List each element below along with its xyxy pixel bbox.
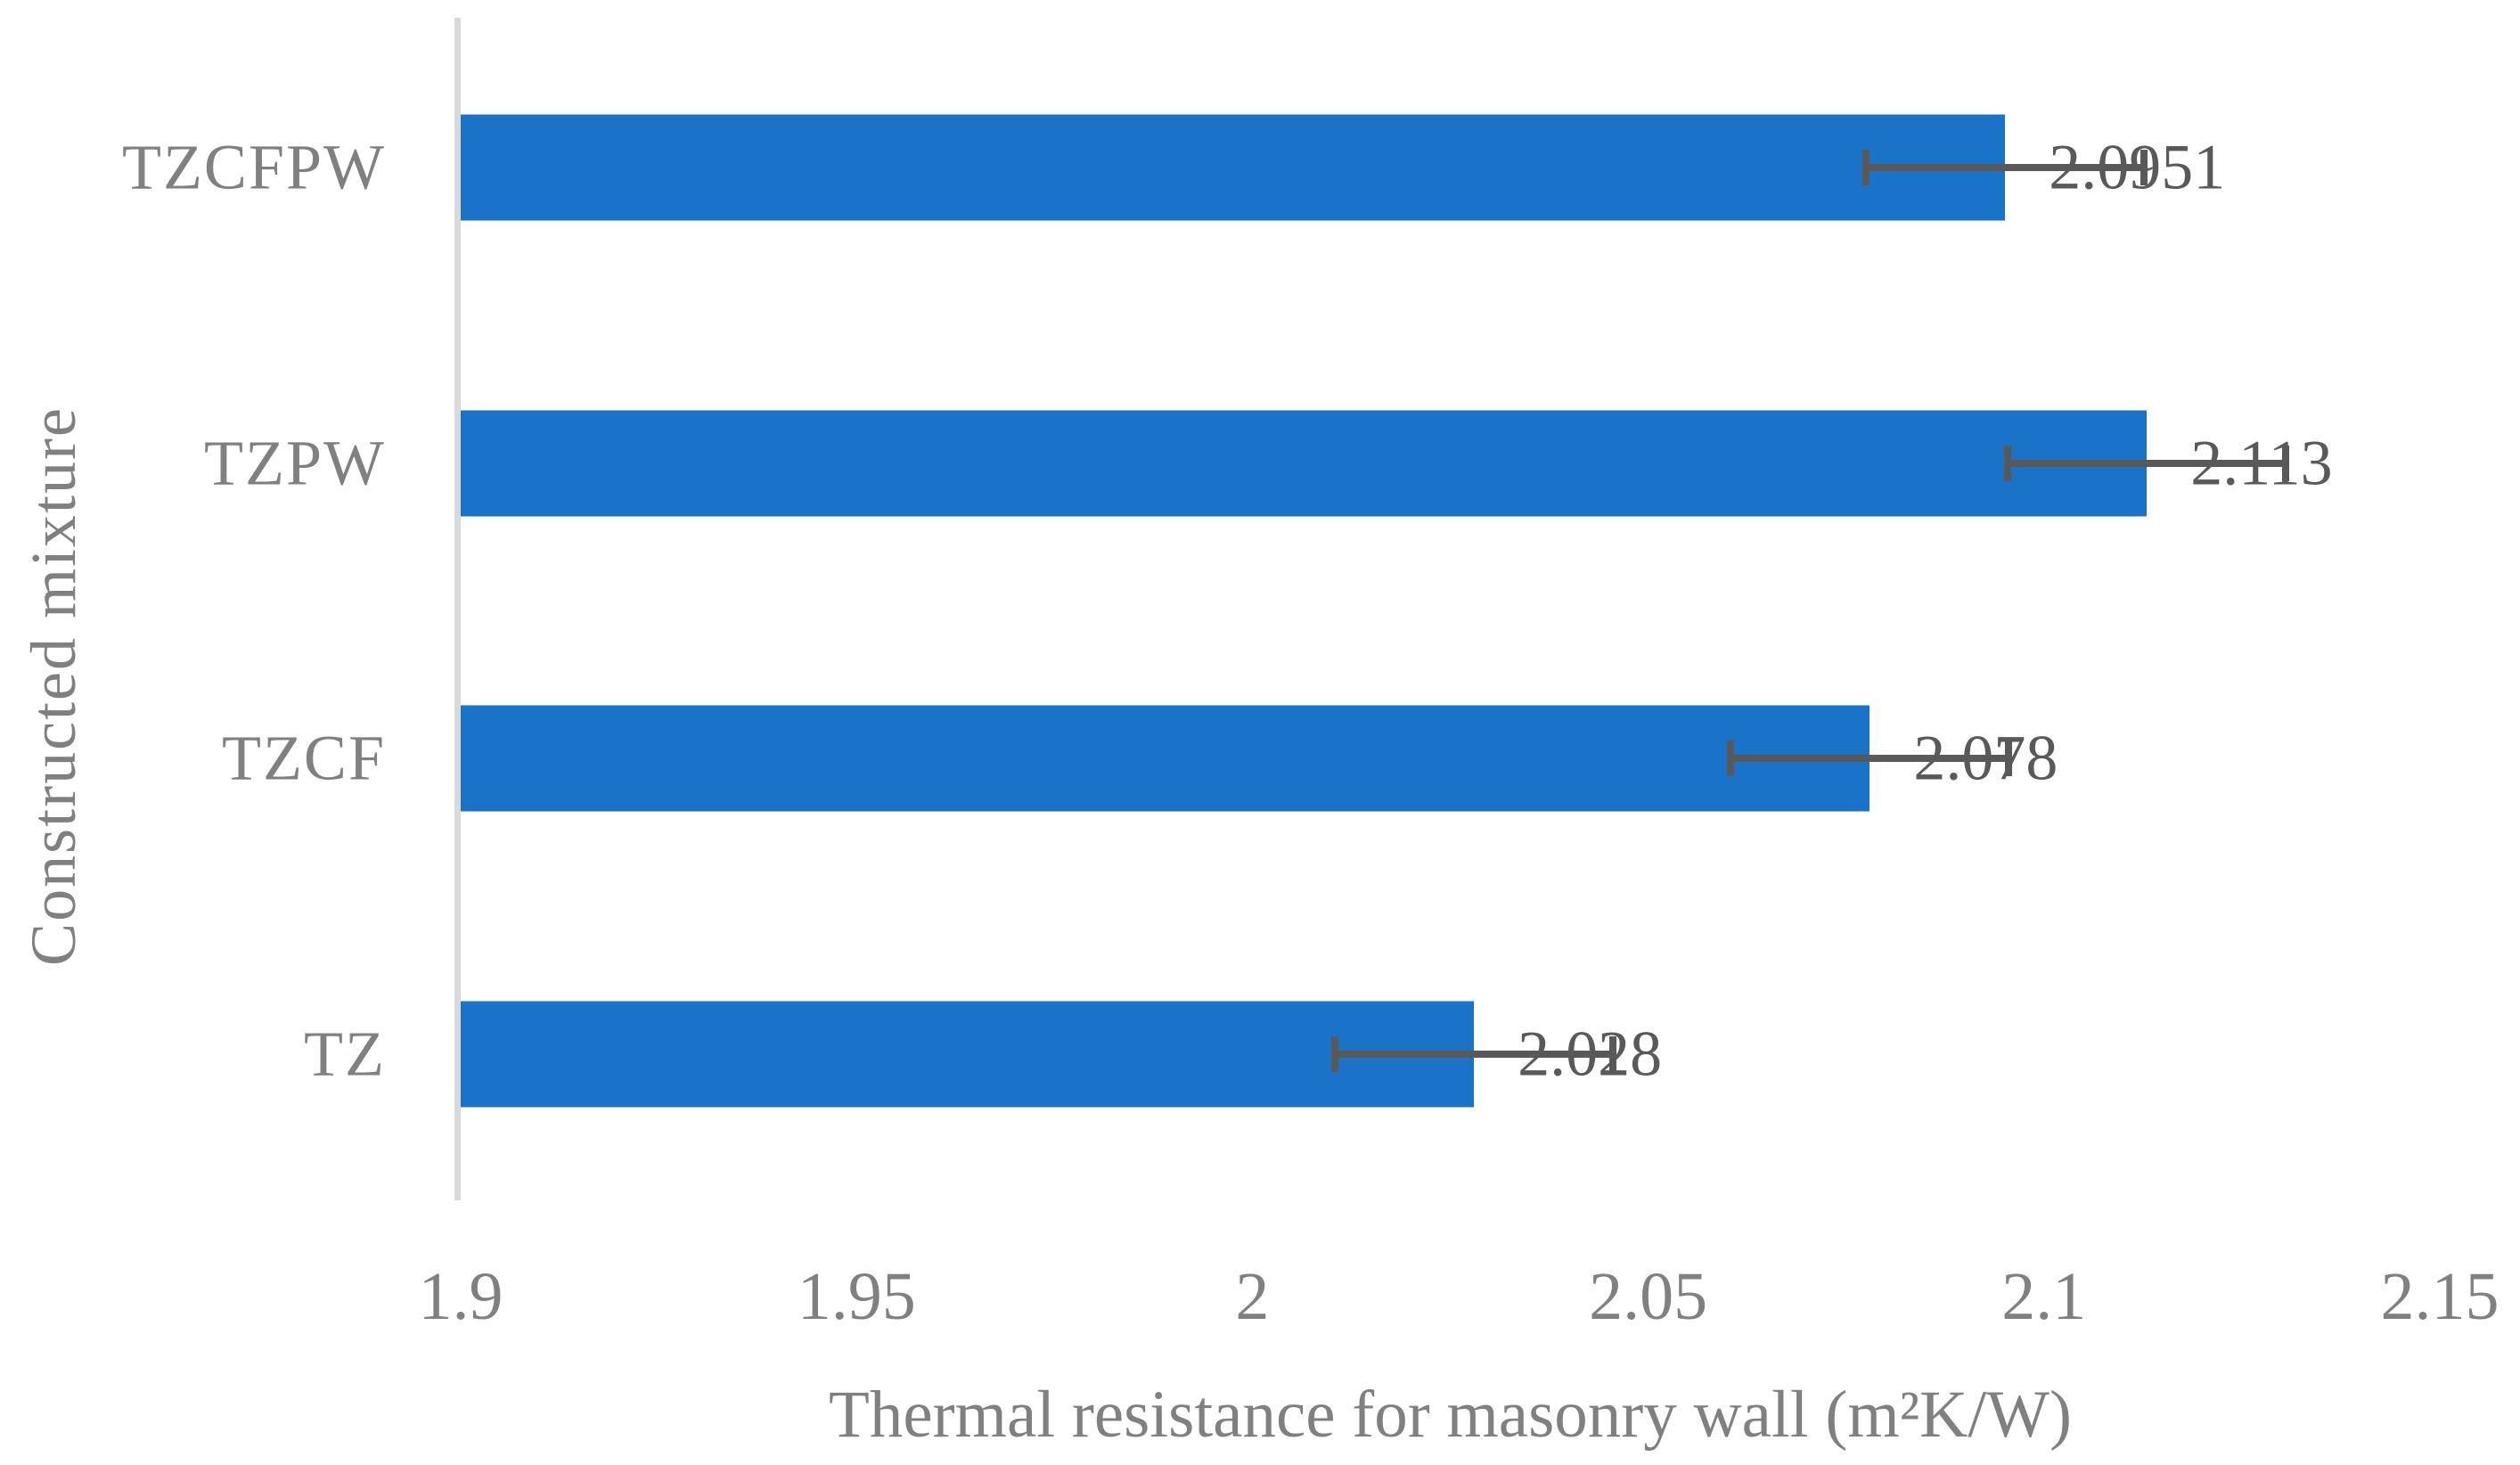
x-tick-label: 2.15 [2380, 1259, 2500, 1334]
error-line [1862, 163, 2148, 171]
x-axis-ticks: 1.9 1.95 2 2.05 2.1 2.15 [419, 1252, 2500, 1341]
error-cap-right [2140, 149, 2148, 185]
category-label: TZPW [204, 427, 386, 499]
x-tick-label: 2.1 [2001, 1259, 2087, 1334]
bar [461, 410, 2148, 517]
category-label: TZCF [221, 722, 386, 794]
bar-row: TZCF 2.078 [222, 611, 2440, 907]
category-label: TZ [304, 1018, 386, 1090]
error-cap-right [2282, 445, 2290, 481]
error-line [1331, 1051, 1617, 1059]
error-cap-left [1727, 741, 1735, 777]
category-label: TZCFPW [121, 131, 386, 203]
error-cap-left [2004, 445, 2012, 481]
bar-row: TZCFPW 2.0951 [122, 20, 2440, 315]
plot-area: TZCFPW 2.0951 TZPW 2.113 TZCF 2.078 TZ 2.028 [122, 18, 2440, 1202]
error-cap-right [1609, 1036, 1617, 1073]
error-bar [1727, 741, 2013, 777]
x-tick-label: 1.95 [797, 1259, 916, 1334]
x-tick-label: 2 [1235, 1259, 1270, 1334]
bar [461, 114, 2006, 221]
error-cap-left [1331, 1036, 1339, 1073]
error-line [1727, 755, 2013, 763]
error-bar [2004, 445, 2290, 481]
y-axis-line [454, 18, 461, 1200]
value-label: 2.078 [1913, 722, 2058, 794]
x-axis-title: Thermal resistance for masonry wall (m²K… [829, 1378, 2072, 1452]
bar [461, 705, 1870, 812]
error-bar [1331, 1036, 1617, 1073]
value-label: 2.0951 [2049, 131, 2226, 203]
error-bar [1862, 149, 2148, 185]
bar-row: TZPW 2.113 [204, 315, 2440, 611]
error-cap-right [2005, 741, 2013, 777]
value-label: 2.113 [2190, 427, 2333, 499]
error-line [2004, 459, 2290, 467]
x-tick-label: 1.9 [418, 1259, 503, 1334]
bar-row: TZ 2.028 [304, 906, 2440, 1202]
y-axis-title: Constructed mixture [18, 406, 89, 966]
x-tick-label: 2.05 [1589, 1259, 1708, 1334]
error-cap-left [1862, 149, 1870, 185]
bar [461, 1001, 1475, 1108]
value-label: 2.028 [1518, 1018, 1663, 1090]
